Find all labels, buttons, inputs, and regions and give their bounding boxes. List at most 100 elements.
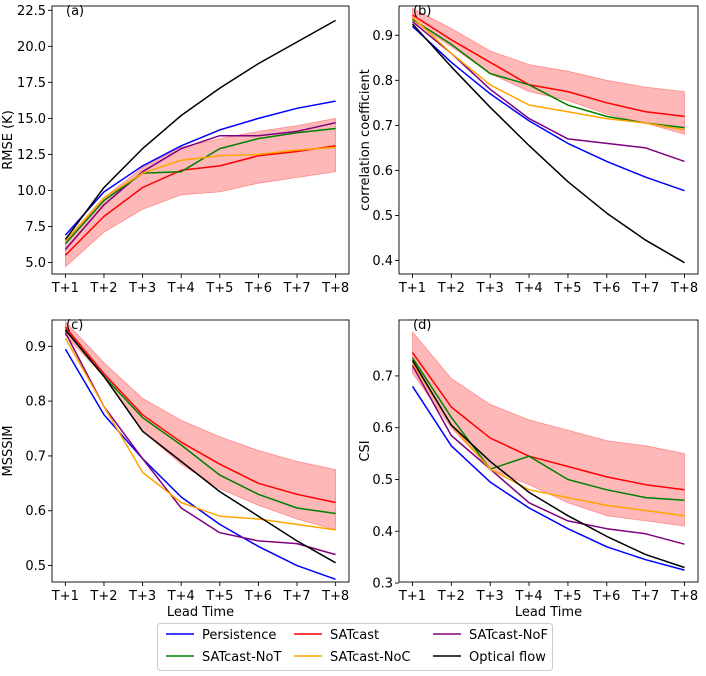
legend-label: Persistence [202, 628, 276, 643]
y-tick-label: 12.5 [17, 148, 46, 163]
series-line-satcast-noc [64, 146, 336, 242]
x-tick-label: T+4 [515, 589, 543, 604]
y-tick-label: 0.6 [372, 421, 393, 436]
series-line-satcast-noc [411, 362, 685, 517]
y-axis-label: correlation coefficient [358, 69, 373, 211]
series-line-satcast-not [411, 357, 685, 501]
ci-band [65, 117, 337, 268]
series-line-satcast [64, 145, 336, 256]
y-tick-label: 0.5 [372, 473, 393, 488]
y-tick-label: 0.7 [372, 369, 393, 384]
y-tick-label: 0.9 [25, 340, 46, 355]
x-tick-label: T+5 [553, 589, 581, 604]
series-line-persistence [64, 348, 336, 581]
y-tick-label: 22.5 [17, 4, 46, 19]
x-axis-label: Lead Time [167, 605, 234, 620]
x-tick-label: T+6 [592, 281, 620, 296]
series-line-optical-flow [411, 23, 685, 264]
series-line-optical-flow [411, 360, 685, 569]
y-tick-label: 0.8 [372, 74, 393, 89]
y-tick-label: 0.8 [25, 395, 46, 410]
y-axis-label: RMSE (K) [1, 110, 16, 170]
ci-band [412, 7, 685, 135]
series-line-satcast-noc [411, 16, 685, 131]
x-tick-label: T+5 [553, 281, 581, 296]
legend-label: Optical flow [469, 650, 546, 665]
y-tick-label: 7.5 [25, 220, 46, 235]
series-line-satcast-not [64, 127, 336, 245]
legend-frame [157, 623, 553, 671]
series-line-satcast [411, 352, 685, 491]
x-tick-label: T+3 [128, 281, 156, 296]
x-tick-label: T+3 [476, 589, 504, 604]
ci-band [65, 320, 337, 531]
legend-label: SATcast-NoF [469, 628, 548, 643]
y-tick-label: 0.7 [25, 449, 46, 464]
series-line-persistence [64, 100, 336, 236]
y-axis-label: MSSSIM [1, 425, 16, 476]
y-tick-label: 15.0 [17, 112, 46, 127]
x-tick-label: T+6 [592, 589, 620, 604]
panel-2: 0.5 0.6 0.7 0.8 0.9 T+1 T+2 T+3 T+4 T+5 T+6 T+7 T+8 (… [1, 318, 350, 620]
x-tick-label: T+8 [670, 281, 698, 296]
x-tick-label: T+3 [476, 281, 504, 296]
x-tick-label: T+1 [51, 281, 79, 296]
x-tick-label: T+2 [89, 281, 117, 296]
x-tick-label: T+4 [515, 281, 543, 296]
x-tick-label: T+7 [282, 589, 310, 604]
legend-label: SATcast-NoT [202, 650, 281, 665]
x-tick-label: T+1 [51, 589, 79, 604]
y-tick-label: 0.4 [372, 525, 393, 540]
x-tick-label: T+6 [244, 589, 272, 604]
y-tick-label: 0.5 [25, 559, 46, 574]
panel-label: (a) [66, 4, 84, 19]
panel-3: 0.3 0.4 0.5 0.6 0.7 T+1 T+2 T+3 T+4 T+5 T+6 T+7 T+8 (… [358, 318, 699, 620]
legend-label: SATcast [330, 628, 379, 643]
panel-label: (b) [413, 4, 431, 19]
series-line-satcast-nof [411, 365, 685, 545]
x-tick-label: T+8 [670, 589, 698, 604]
x-tick-label: T+5 [205, 589, 233, 604]
series-line-persistence [411, 385, 685, 571]
series-line-satcast-noc [64, 337, 336, 531]
x-tick-label: T+1 [398, 589, 426, 604]
x-tick-label: T+7 [282, 281, 310, 296]
series-line-persistence [411, 25, 685, 192]
y-tick-label: 17.5 [17, 76, 46, 91]
panel-label: (d) [413, 318, 431, 333]
axes-frame [51, 319, 350, 583]
x-tick-label: T+2 [437, 589, 465, 604]
legend-label: SATcast-NoC [330, 650, 411, 665]
axes-frame [398, 319, 699, 583]
series-line-optical-flow [64, 329, 336, 564]
x-tick-label: T+5 [205, 281, 233, 296]
x-tick-label: T+4 [167, 281, 195, 296]
x-tick-label: T+4 [167, 589, 195, 604]
axes-frame [398, 5, 699, 275]
panel-0: 5.0 7.5 10.0 12.5 15.0 17.5 20.0 22.5 T+1 T+2 T+3 T… [1, 4, 350, 296]
x-tick-label: T+3 [128, 589, 156, 604]
y-tick-label: 0.3 [372, 577, 393, 592]
x-axis-label: Lead Time [515, 605, 582, 620]
series-line-satcast-nof [64, 332, 336, 556]
x-tick-label: T+1 [398, 281, 426, 296]
y-tick-label: 5.0 [25, 256, 46, 271]
x-tick-label: T+8 [321, 281, 349, 296]
y-tick-label: 0.5 [372, 209, 393, 224]
legend: Persistence SATcast SATcast-NoF SATcast-NoT… [157, 623, 553, 671]
x-tick-label: T+8 [321, 589, 349, 604]
panel-label: (c) [66, 318, 83, 333]
series-line-satcast-nof [64, 121, 336, 250]
series-line-optical-flow [64, 19, 336, 240]
x-tick-label: T+7 [631, 589, 659, 604]
y-tick-label: 0.6 [25, 504, 46, 519]
y-tick-label: 0.9 [372, 29, 393, 44]
series-line-satcast [64, 326, 336, 504]
series-line-satcast-not [64, 329, 336, 515]
y-tick-label: 20.0 [17, 40, 46, 55]
x-tick-label: T+2 [89, 589, 117, 604]
x-tick-label: T+2 [437, 281, 465, 296]
y-tick-label: 10.0 [17, 184, 46, 199]
y-tick-label: 0.7 [372, 119, 393, 134]
